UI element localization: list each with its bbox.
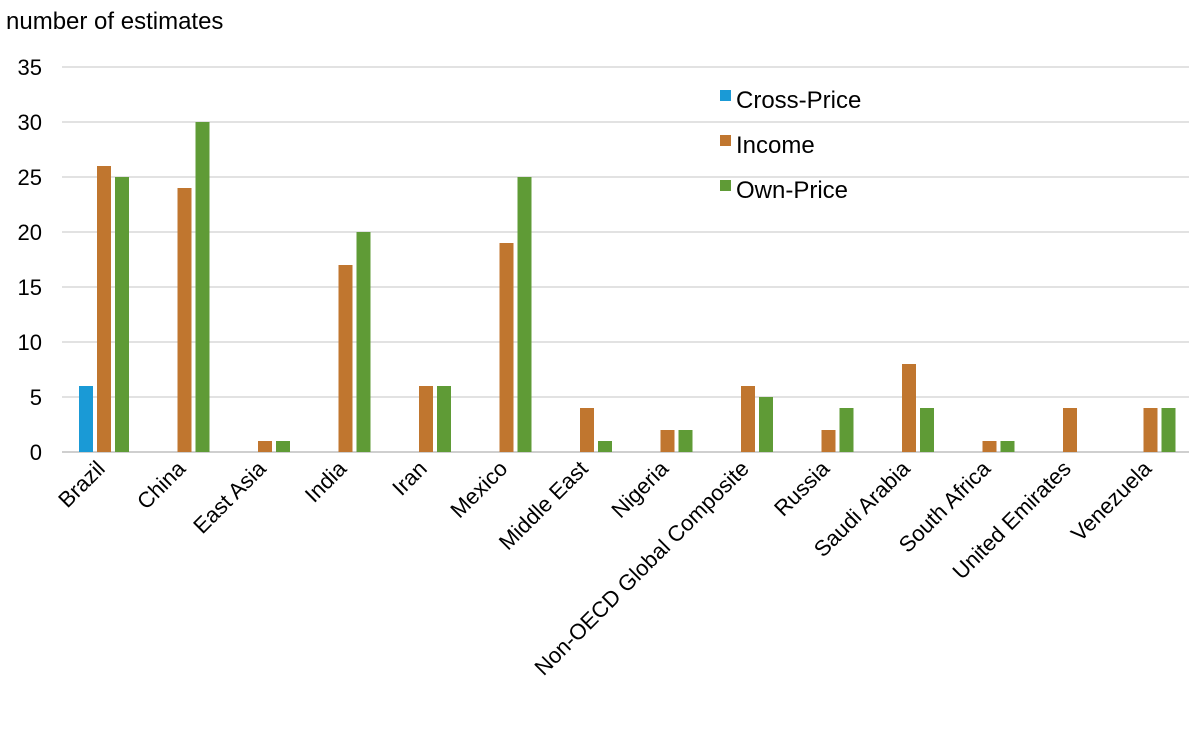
bar-income xyxy=(982,441,997,452)
bar-income xyxy=(821,430,836,452)
bar-own-price xyxy=(356,232,371,452)
bar-own-price xyxy=(839,408,854,452)
bar-own-price xyxy=(1161,408,1176,452)
gridlines xyxy=(62,66,1189,453)
bar-income xyxy=(499,243,514,452)
bars xyxy=(79,122,1176,452)
bar-cross-price xyxy=(79,386,93,452)
legend-swatch xyxy=(720,90,731,101)
bar-income xyxy=(902,364,916,452)
bar-own-price xyxy=(437,386,451,452)
x-tick-label: China xyxy=(132,455,191,514)
bar-own-price xyxy=(759,397,773,452)
bar-own-price xyxy=(517,177,532,452)
bar-income xyxy=(1143,408,1158,452)
bar-own-price xyxy=(1000,441,1015,452)
bar-income xyxy=(177,188,192,452)
x-tick-label: India xyxy=(300,455,352,507)
legend-swatch xyxy=(720,135,731,146)
x-tick-label: Nigeria xyxy=(606,455,674,523)
bar-own-price xyxy=(195,122,210,452)
x-tick-label: Venezuela xyxy=(1066,455,1157,546)
y-axis-label: number of estimates xyxy=(6,8,223,35)
y-tick-label: 25 xyxy=(18,165,42,190)
bar-income xyxy=(419,386,433,452)
legend-swatch xyxy=(720,180,731,191)
bar-income xyxy=(741,386,755,452)
bar-own-price xyxy=(920,408,934,452)
x-tick-label: Russia xyxy=(769,455,835,521)
x-tick-label: Brazil xyxy=(53,456,110,513)
bar-own-price xyxy=(276,441,290,452)
bar-own-price xyxy=(678,430,693,452)
x-tick-label: East Asia xyxy=(188,455,271,538)
y-ticks: 0 5 10 15 20 25 30 35 xyxy=(18,55,42,465)
legend-label: Own-Price xyxy=(736,177,848,204)
y-tick-label: 15 xyxy=(18,275,42,300)
bar-income xyxy=(1063,408,1077,452)
bar-income xyxy=(258,441,272,452)
y-tick-label: 0 xyxy=(30,440,42,465)
y-tick-label: 5 xyxy=(30,385,42,410)
y-tick-label: 30 xyxy=(18,110,42,135)
x-tick-label: Mexico xyxy=(445,456,512,523)
legend-label: Income xyxy=(736,132,815,159)
y-tick-label: 20 xyxy=(18,220,42,245)
y-tick-label: 35 xyxy=(18,55,42,80)
bar-own-price xyxy=(115,177,129,452)
legend: Cross-Price Income Own-Price xyxy=(720,87,861,204)
bar-income xyxy=(660,430,675,452)
legend-label: Cross-Price xyxy=(736,87,861,114)
x-tick-label: Iran xyxy=(387,456,431,500)
bar-income xyxy=(580,408,594,452)
bar-income xyxy=(97,166,111,452)
bar-own-price xyxy=(598,441,612,452)
y-tick-label: 10 xyxy=(18,330,42,355)
bar-income xyxy=(338,265,353,452)
